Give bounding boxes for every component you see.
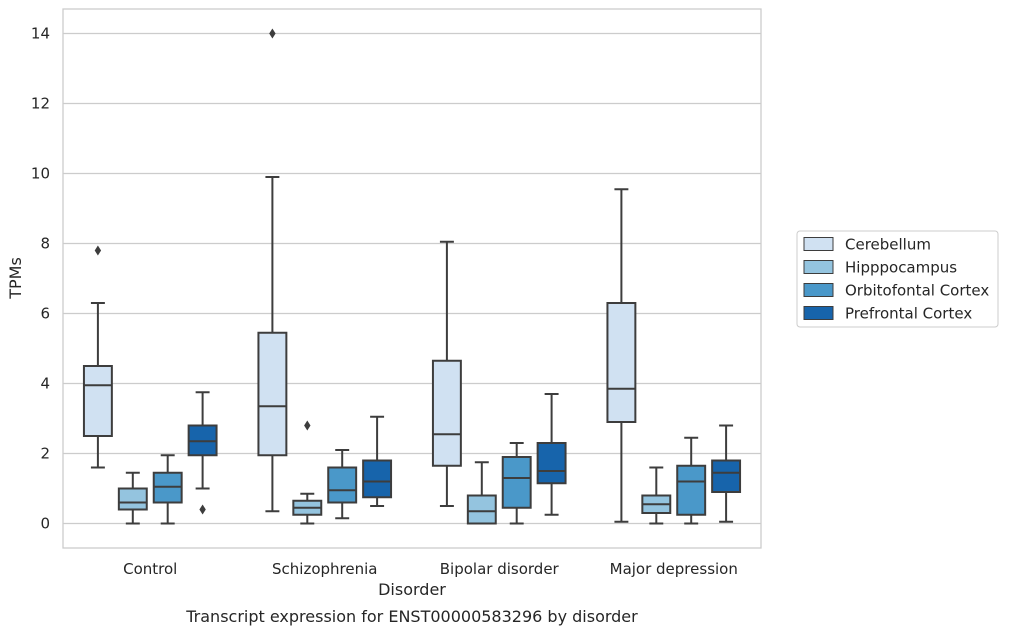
y-tick-label: 10: [31, 165, 50, 183]
legend: Cerebellum Hipppocampus Orbitofontal Corte…: [796, 230, 999, 328]
grid-lines: [63, 32, 761, 525]
box-body: [536, 442, 567, 485]
box: [536, 393, 567, 516]
y-tick-label: 14: [31, 25, 50, 43]
box-groups: [82, 28, 742, 525]
box-body: [431, 359, 462, 467]
chart-caption: Transcript expression for ENST0000058329…: [185, 607, 638, 626]
box-body: [362, 459, 393, 499]
x-axis-ticks: Control Schizophrenia Bipolar disorder Majo…: [123, 560, 738, 578]
box: [431, 240, 462, 507]
box-body: [501, 456, 532, 509]
outlier-point: [269, 28, 276, 39]
box: [82, 245, 113, 469]
legend-swatch: [803, 306, 834, 320]
box-body: [327, 466, 358, 504]
box-body: [711, 459, 742, 493]
box: [501, 442, 532, 525]
box-group-0: [82, 245, 218, 525]
y-axis-ticks: 0 2 4 6 8 10 12 14: [31, 25, 50, 533]
legend-item: Prefrontal Cortex: [803, 305, 972, 323]
y-tick-label: 6: [40, 305, 50, 323]
legend-item: Orbitofontal Cortex: [803, 282, 989, 300]
x-axis-label: Disorder: [378, 580, 446, 599]
outlier-point: [199, 504, 206, 515]
box: [152, 454, 183, 525]
box-group-1: [257, 28, 393, 525]
box: [641, 466, 672, 525]
box: [676, 436, 707, 525]
box: [292, 420, 323, 525]
box: [327, 449, 358, 520]
x-tick-label: Bipolar disorder: [440, 560, 560, 578]
legend-item: Cerebellum: [803, 236, 931, 254]
x-tick-label: Schizophrenia: [272, 560, 377, 578]
y-tick-label: 4: [40, 375, 50, 393]
y-axis-label: TPMs: [6, 257, 25, 300]
y-tick-label: 2: [40, 445, 50, 463]
box: [362, 415, 393, 507]
outlier-point: [304, 420, 311, 431]
legend-label: Cerebellum: [845, 236, 931, 254]
legend-swatch: [803, 260, 834, 274]
box: [606, 188, 637, 523]
legend-label: Hipppocampus: [845, 259, 957, 277]
legend-frame: [796, 230, 999, 328]
y-tick-label: 0: [40, 515, 50, 533]
outlier-point: [94, 245, 102, 256]
box: [711, 424, 742, 523]
legend-swatch: [803, 283, 834, 297]
y-tick-label: 8: [40, 235, 50, 253]
y-tick-label: 12: [31, 95, 50, 113]
box-group-2: [431, 240, 567, 525]
box-body: [257, 331, 288, 457]
box: [187, 391, 218, 515]
plot-area-frame: [62, 8, 762, 549]
legend-label: Orbitofontal Cortex: [845, 282, 989, 300]
x-tick-label: Control: [123, 560, 177, 578]
box-body: [466, 494, 497, 525]
legend-swatch: [803, 237, 834, 251]
x-tick-label: Major depression: [610, 560, 738, 578]
box-body: [676, 464, 707, 516]
legend-item: Hipppocampus: [803, 259, 957, 277]
box: [466, 461, 497, 525]
box-body: [82, 365, 113, 437]
box-body: [117, 487, 148, 511]
legend-label: Prefrontal Cortex: [845, 305, 972, 323]
box-group-3: [606, 188, 742, 525]
box: [257, 28, 288, 513]
box: [117, 471, 148, 525]
box-body: [606, 302, 637, 423]
